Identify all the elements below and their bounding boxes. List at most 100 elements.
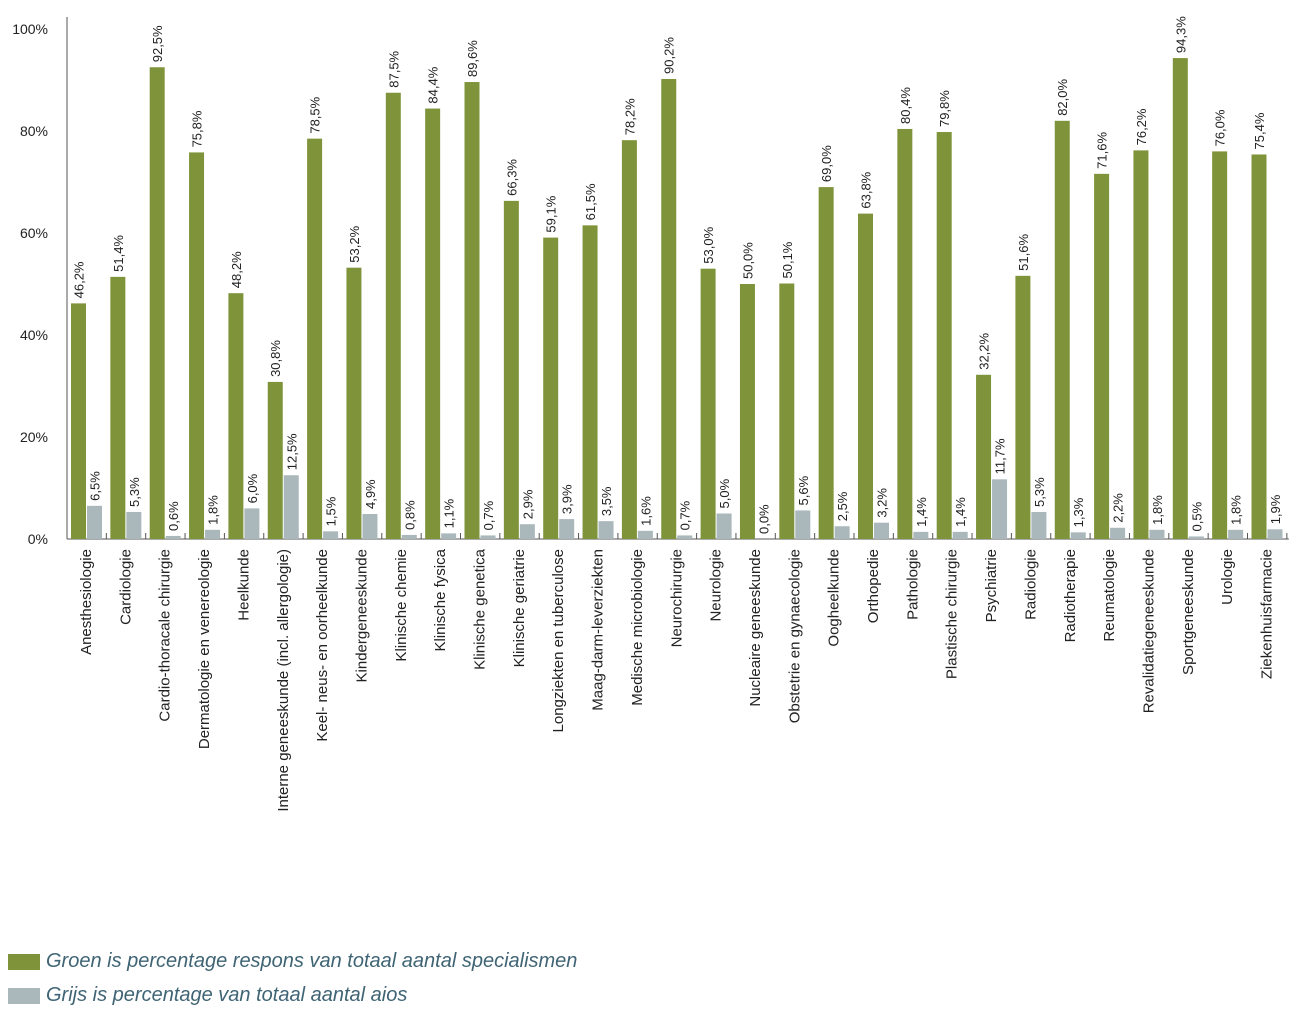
data-label-response: 76,2%: [1134, 108, 1149, 145]
bar-aios: [1267, 529, 1283, 539]
bar-aios: [716, 513, 732, 539]
data-label-aios: 0,7%: [481, 500, 496, 530]
bar-response: [543, 237, 559, 539]
data-label-response: 51,4%: [111, 235, 126, 272]
x-tick-label: Oogheelkunde: [826, 549, 843, 647]
x-tick-label: Radiologie: [1022, 549, 1039, 620]
data-label-aios: 0,6%: [166, 501, 181, 531]
data-label-response: 53,2%: [347, 225, 362, 262]
bar-aios: [401, 534, 417, 539]
bar-aios: [992, 479, 1008, 539]
bar-response: [1094, 173, 1110, 539]
x-tick-label: Heelkunde: [235, 549, 252, 621]
data-label-aios: 1,4%: [953, 497, 968, 527]
x-tick-label: Kindergeneeskunde: [353, 549, 370, 682]
bar-aios: [126, 511, 142, 539]
data-label-response: 80,4%: [898, 87, 913, 124]
bar-aios: [1031, 511, 1047, 539]
data-label-aios: 1,5%: [324, 496, 339, 526]
data-labels: 46,2% 6,5% 51,4% 5,3% 92,5% 0,6% 75,8% 1,8% 48,2…: [72, 16, 1284, 534]
bar-response: [936, 132, 952, 539]
data-label-aios: 1,3%: [1071, 497, 1086, 527]
bar-response: [621, 140, 637, 539]
y-tick-label: 20%: [20, 429, 48, 445]
data-label-aios: 2,2%: [1111, 493, 1126, 523]
data-label-response: 84,4%: [426, 66, 441, 103]
bar-response: [897, 128, 913, 539]
bar-aios: [795, 510, 811, 539]
bar-aios: [874, 522, 889, 539]
bar-response: [110, 276, 126, 539]
bar-response: [503, 200, 519, 539]
x-tick-label: Neurologie: [708, 549, 725, 622]
data-label-response: 61,5%: [583, 183, 598, 220]
bar-response: [976, 374, 992, 539]
bar-aios: [952, 531, 968, 539]
bar-response: [582, 225, 598, 539]
x-tick-label: Pathologie: [904, 549, 921, 620]
legend-item-green: Groen is percentage respons van totaal a…: [8, 950, 577, 973]
data-label-aios: 1,8%: [206, 495, 221, 525]
data-label-response: 75,4%: [1252, 112, 1267, 149]
data-label-response: 32,2%: [977, 332, 992, 369]
data-label-aios: 0,7%: [678, 500, 693, 530]
bar-response: [1054, 120, 1070, 540]
bar-response: [1133, 150, 1149, 539]
data-label-response: 66,3%: [504, 159, 519, 196]
bar-response: [189, 152, 205, 540]
x-tick-label: Neurochirurgie: [668, 549, 685, 647]
data-label-response: 79,8%: [937, 90, 952, 127]
bar-response: [464, 82, 480, 539]
data-label-aios: 5,0%: [717, 478, 732, 508]
data-label-response: 78,2%: [622, 98, 637, 135]
x-tick-label: Anesthesiologie: [78, 549, 95, 655]
bar-aios: [165, 535, 181, 539]
x-tick-label: Cardio-thoracale chirurgie: [157, 549, 174, 722]
x-tick-label: Cardiologie: [117, 549, 134, 625]
y-tick-label: 60%: [20, 225, 48, 241]
data-label-response: 87,5%: [386, 50, 401, 87]
data-label-response: 50,0%: [740, 242, 755, 279]
data-label-aios: 2,9%: [520, 489, 535, 519]
data-label-aios: 1,8%: [1150, 495, 1165, 525]
data-label-aios: 0,5%: [1189, 501, 1204, 531]
bar-response: [661, 78, 677, 539]
x-tick-label: Revalidatiegeneeskunde: [1140, 549, 1157, 713]
x-tick-label: Obstetrie en gynaecologie: [786, 549, 803, 723]
bar-response: [1015, 275, 1031, 539]
data-label-response: 48,2%: [229, 251, 244, 288]
data-label-aios: 3,5%: [599, 486, 614, 516]
y-tick-label: 0%: [28, 531, 48, 547]
bar-response: [267, 381, 283, 539]
bar-response: [858, 213, 873, 539]
bar-aios: [598, 521, 614, 539]
data-label-aios: 5,3%: [1032, 477, 1047, 507]
data-label-aios: 6,5%: [88, 471, 103, 501]
bar-aios: [1228, 529, 1244, 539]
x-tick-label: Sportgeneeskunde: [1180, 549, 1197, 675]
data-label-aios: 1,6%: [638, 496, 653, 526]
legend-text-green: Groen is percentage respons van totaal a…: [46, 950, 578, 972]
bars: [71, 58, 1283, 540]
x-tick-label: Klinische genetica: [472, 548, 489, 670]
data-label-aios: 12,5%: [284, 433, 299, 470]
data-label-response: 90,2%: [662, 37, 677, 74]
bar-aios: [913, 531, 929, 539]
data-label-aios: 11,7%: [993, 438, 1008, 474]
bar-chart: 0% 20% 40% 60% 80% 100% 46,2% 6,5% 51,4% 5,3% 92,…: [12, 16, 1289, 812]
bar-aios: [834, 526, 850, 539]
bar-aios: [441, 533, 457, 539]
y-tick-label: 40%: [20, 327, 48, 343]
data-label-aios: 2,5%: [835, 491, 850, 521]
data-label-response: 75,8%: [190, 110, 205, 147]
bar-aios: [559, 519, 575, 539]
x-tick-label: Klinische geriatrie: [511, 549, 528, 667]
y-tick-label: 80%: [20, 123, 48, 139]
data-label-response: 76,0%: [1213, 109, 1228, 146]
data-label-aios: 3,9%: [560, 484, 575, 514]
data-label-aios: 5,6%: [796, 475, 811, 505]
x-tick-label: Plastische chirurgie: [944, 549, 961, 679]
x-tick-label: Nucleaire geneeskunde: [747, 549, 764, 707]
data-label-response: 78,5%: [308, 96, 323, 133]
x-tick-label: Klinische fysica: [432, 548, 449, 651]
